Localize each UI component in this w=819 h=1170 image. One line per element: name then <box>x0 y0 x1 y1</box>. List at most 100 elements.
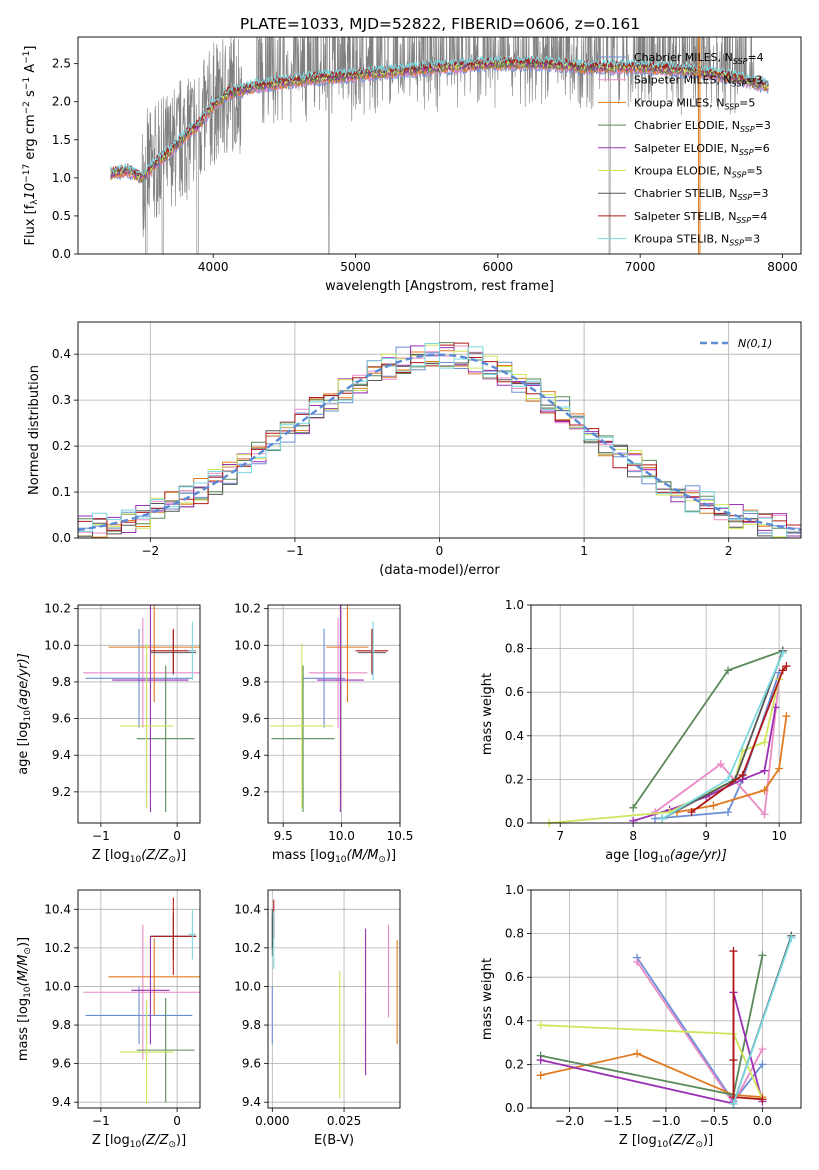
y-label-text: mass weight <box>480 673 495 755</box>
x-tick-label: 1 <box>580 544 588 558</box>
weight-point <box>760 738 769 747</box>
weight-series <box>540 1052 763 1098</box>
y-tick-label: 9.8 <box>242 1018 261 1032</box>
y-tick-label: 1.5 <box>52 133 71 147</box>
y-tick-label: 9.8 <box>52 1018 71 1032</box>
axes-frame <box>77 321 802 539</box>
y-tick-label: 0.8 <box>505 642 524 656</box>
x-tick-label: 9 <box>702 829 710 843</box>
x-axis-label: Z [log10(Z/Z⊙)] <box>619 1133 713 1150</box>
x-axis-label: E(B-V) <box>314 1133 354 1148</box>
y-tick-label: 10.2 <box>44 602 71 616</box>
y-label-units: A <box>23 64 38 77</box>
weight-point <box>716 760 725 769</box>
x-label-end: )] <box>386 848 396 863</box>
weight-point <box>760 810 769 819</box>
weight-point <box>782 712 791 721</box>
legend-sub: SSP <box>729 239 744 248</box>
axes-frame <box>77 36 802 255</box>
weight-series <box>690 665 788 813</box>
legend-sub: SSP <box>738 193 753 202</box>
x-tick-label: 10.5 <box>387 829 414 843</box>
y-tick-label: 10.0 <box>234 979 261 993</box>
y-tick-label: 0.4 <box>52 347 71 361</box>
x-label-sub: 10 <box>335 855 347 865</box>
y-label-rest: (M/M <box>16 955 31 987</box>
y-label-sub: 10 <box>23 986 33 998</box>
x-label-rest: (Z/Z <box>141 1133 169 1148</box>
legend-tail: =3 <box>755 119 771 132</box>
y-tick-label: 0.5 <box>52 209 71 223</box>
x-axis-label: age [log10(age/yr)] <box>605 848 727 865</box>
legend-sub: SSP <box>736 216 751 225</box>
x-label-end: )] <box>176 848 186 863</box>
y-tick-label: 9.2 <box>52 785 71 799</box>
x-label-rest: (Z/Z <box>141 848 169 863</box>
y-axis-label: mass [log10(M/M⊙)] <box>16 937 33 1061</box>
legend-entry: Salpeter ELODIE, NSSP=6 <box>634 142 770 157</box>
x-tick-label: 0.0 <box>753 1114 772 1128</box>
weight-point <box>738 771 747 780</box>
x-tick-label: −1 <box>92 1114 110 1128</box>
model-spectrum <box>110 54 769 176</box>
weight-point <box>729 947 738 956</box>
axes-frame <box>267 889 401 1109</box>
y-label-exp: −1 <box>22 51 32 64</box>
weight-point <box>633 957 642 966</box>
weight-point <box>778 666 787 675</box>
y-label-sub: 10 <box>23 710 33 722</box>
weight-point <box>787 933 796 942</box>
x-label-rest: (Z/Z <box>668 1133 696 1148</box>
legend-entry: Kroupa ELODIE, NSSP=5 <box>634 165 763 180</box>
y-label-text: mass [log <box>16 998 31 1061</box>
legend-tail: =4 <box>751 210 767 223</box>
x-tick-label: −2 <box>141 544 159 558</box>
legend-label: Chabrier MILES, N <box>634 51 733 64</box>
x-tick-label: 10.0 <box>328 829 355 843</box>
x-label-text: wavelength [Angstrom, rest frame] <box>325 279 554 294</box>
y-tick-label: 0.8 <box>505 927 524 941</box>
x-label-sub: 10 <box>130 855 142 865</box>
y-tick-label: 9.4 <box>242 748 261 762</box>
y-tick-label: 9.2 <box>242 785 261 799</box>
weight-series <box>732 951 763 1101</box>
weight-point <box>760 766 769 775</box>
model-spectrum <box>110 60 769 183</box>
x-tick-label: 9.5 <box>274 829 293 843</box>
x-axis-label: mass [log10(M/M⊙)] <box>272 848 396 865</box>
legend-entry: Chabrier MILES, NSSP=4 <box>634 51 764 66</box>
legend-label: Salpeter STELIB, N <box>634 210 736 223</box>
x-label-sun: ⊙ <box>378 855 386 865</box>
legend-tail: =5 <box>746 165 762 178</box>
legend-label: Kroupa ELODIE, N <box>634 165 732 178</box>
weight-point <box>658 814 667 823</box>
weight-series <box>732 937 793 1104</box>
panel-age-vs-z: −1 09.29.49.69.810.010.2Z [log10(Z/Z⊙)]ag… <box>16 602 201 865</box>
y-label-units: s <box>23 90 38 101</box>
model-spectrum <box>110 56 769 177</box>
x-label-text: age [log <box>605 848 658 863</box>
y-tick-label: 2.0 <box>52 95 71 109</box>
weight-point <box>758 1095 767 1104</box>
y-tick-label: 0.2 <box>505 772 524 786</box>
y-tick-label: 0.6 <box>505 970 524 984</box>
y-tick-label: 2.5 <box>52 57 71 71</box>
x-label-rest: (age/yr)] <box>670 848 727 863</box>
legend-tail: =4 <box>747 51 763 64</box>
y-tick-label: 9.4 <box>52 748 71 762</box>
weight-point <box>758 1060 767 1069</box>
legend-sub: SSP <box>732 80 747 89</box>
y-axis-label: Normed distribution <box>27 365 42 495</box>
gaussian-curve <box>77 353 802 532</box>
legend-sub: SSP <box>724 102 739 111</box>
weight-point <box>729 1056 738 1065</box>
y-label-exp: −1 <box>22 77 32 90</box>
x-label-sun: ⊙ <box>168 855 176 865</box>
legend-label: Salpeter ELODIE, N <box>634 142 739 155</box>
y-tick-label: 0.0 <box>505 1101 524 1115</box>
x-tick-label: 2 <box>725 544 733 558</box>
y-label-units: erg cm <box>23 114 38 163</box>
